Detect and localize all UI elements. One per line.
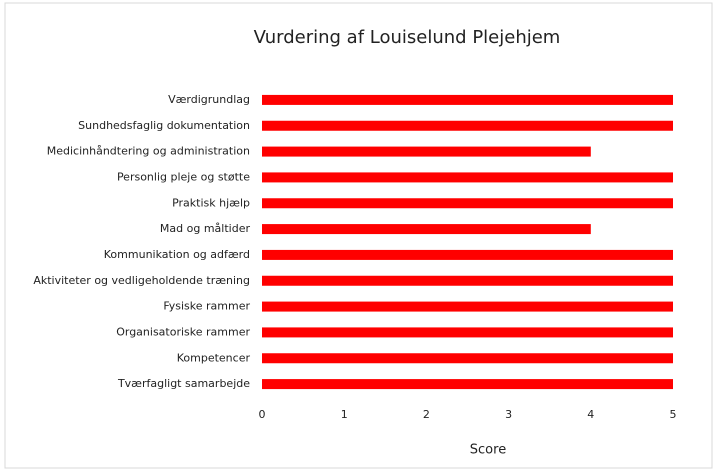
bar <box>262 327 673 338</box>
x-tick-label: 4 <box>587 408 594 421</box>
chart-border <box>4 2 713 469</box>
y-tick-label: Organisatoriske rammer <box>116 325 250 338</box>
x-tick-label: 1 <box>341 408 348 421</box>
x-tick-label: 5 <box>670 408 677 421</box>
y-tick-label: Kompetencer <box>177 351 251 364</box>
bar <box>262 198 673 209</box>
bar <box>262 301 673 312</box>
bar <box>262 224 591 235</box>
x-tick-label: 3 <box>505 408 512 421</box>
bar <box>262 172 673 183</box>
y-tick-label: Fysiske rammer <box>163 300 250 313</box>
y-tick-label: Kommunikation og adfærd <box>104 248 250 261</box>
chart-title: Vurdering af Louiselund Plejehjem <box>254 27 561 48</box>
y-tick-label: Sundhedsfaglig dokumentation <box>78 119 250 132</box>
x-tick-label: 0 <box>259 408 266 421</box>
bar <box>262 275 673 286</box>
y-tick-label: Mad og måltider <box>160 222 251 235</box>
y-tick-label: Aktiviteter og vedligeholdende træning <box>33 274 250 287</box>
bar <box>262 94 673 105</box>
bar <box>262 353 673 364</box>
y-tick-label: Personlig pleje og støtte <box>117 170 250 183</box>
x-tick-label: 2 <box>423 408 430 421</box>
bar <box>262 120 673 131</box>
x-axis-title: Score <box>470 443 506 458</box>
y-tick-label: Tværfagligt samarbejde <box>117 377 250 390</box>
bar <box>262 379 673 390</box>
y-tick-label: Praktisk hjælp <box>172 196 250 209</box>
y-tick-label: Medicinhåndtering og administration <box>47 145 250 158</box>
bar <box>262 146 591 157</box>
y-tick-label: Værdigrundlag <box>168 93 250 106</box>
bar <box>262 249 673 260</box>
